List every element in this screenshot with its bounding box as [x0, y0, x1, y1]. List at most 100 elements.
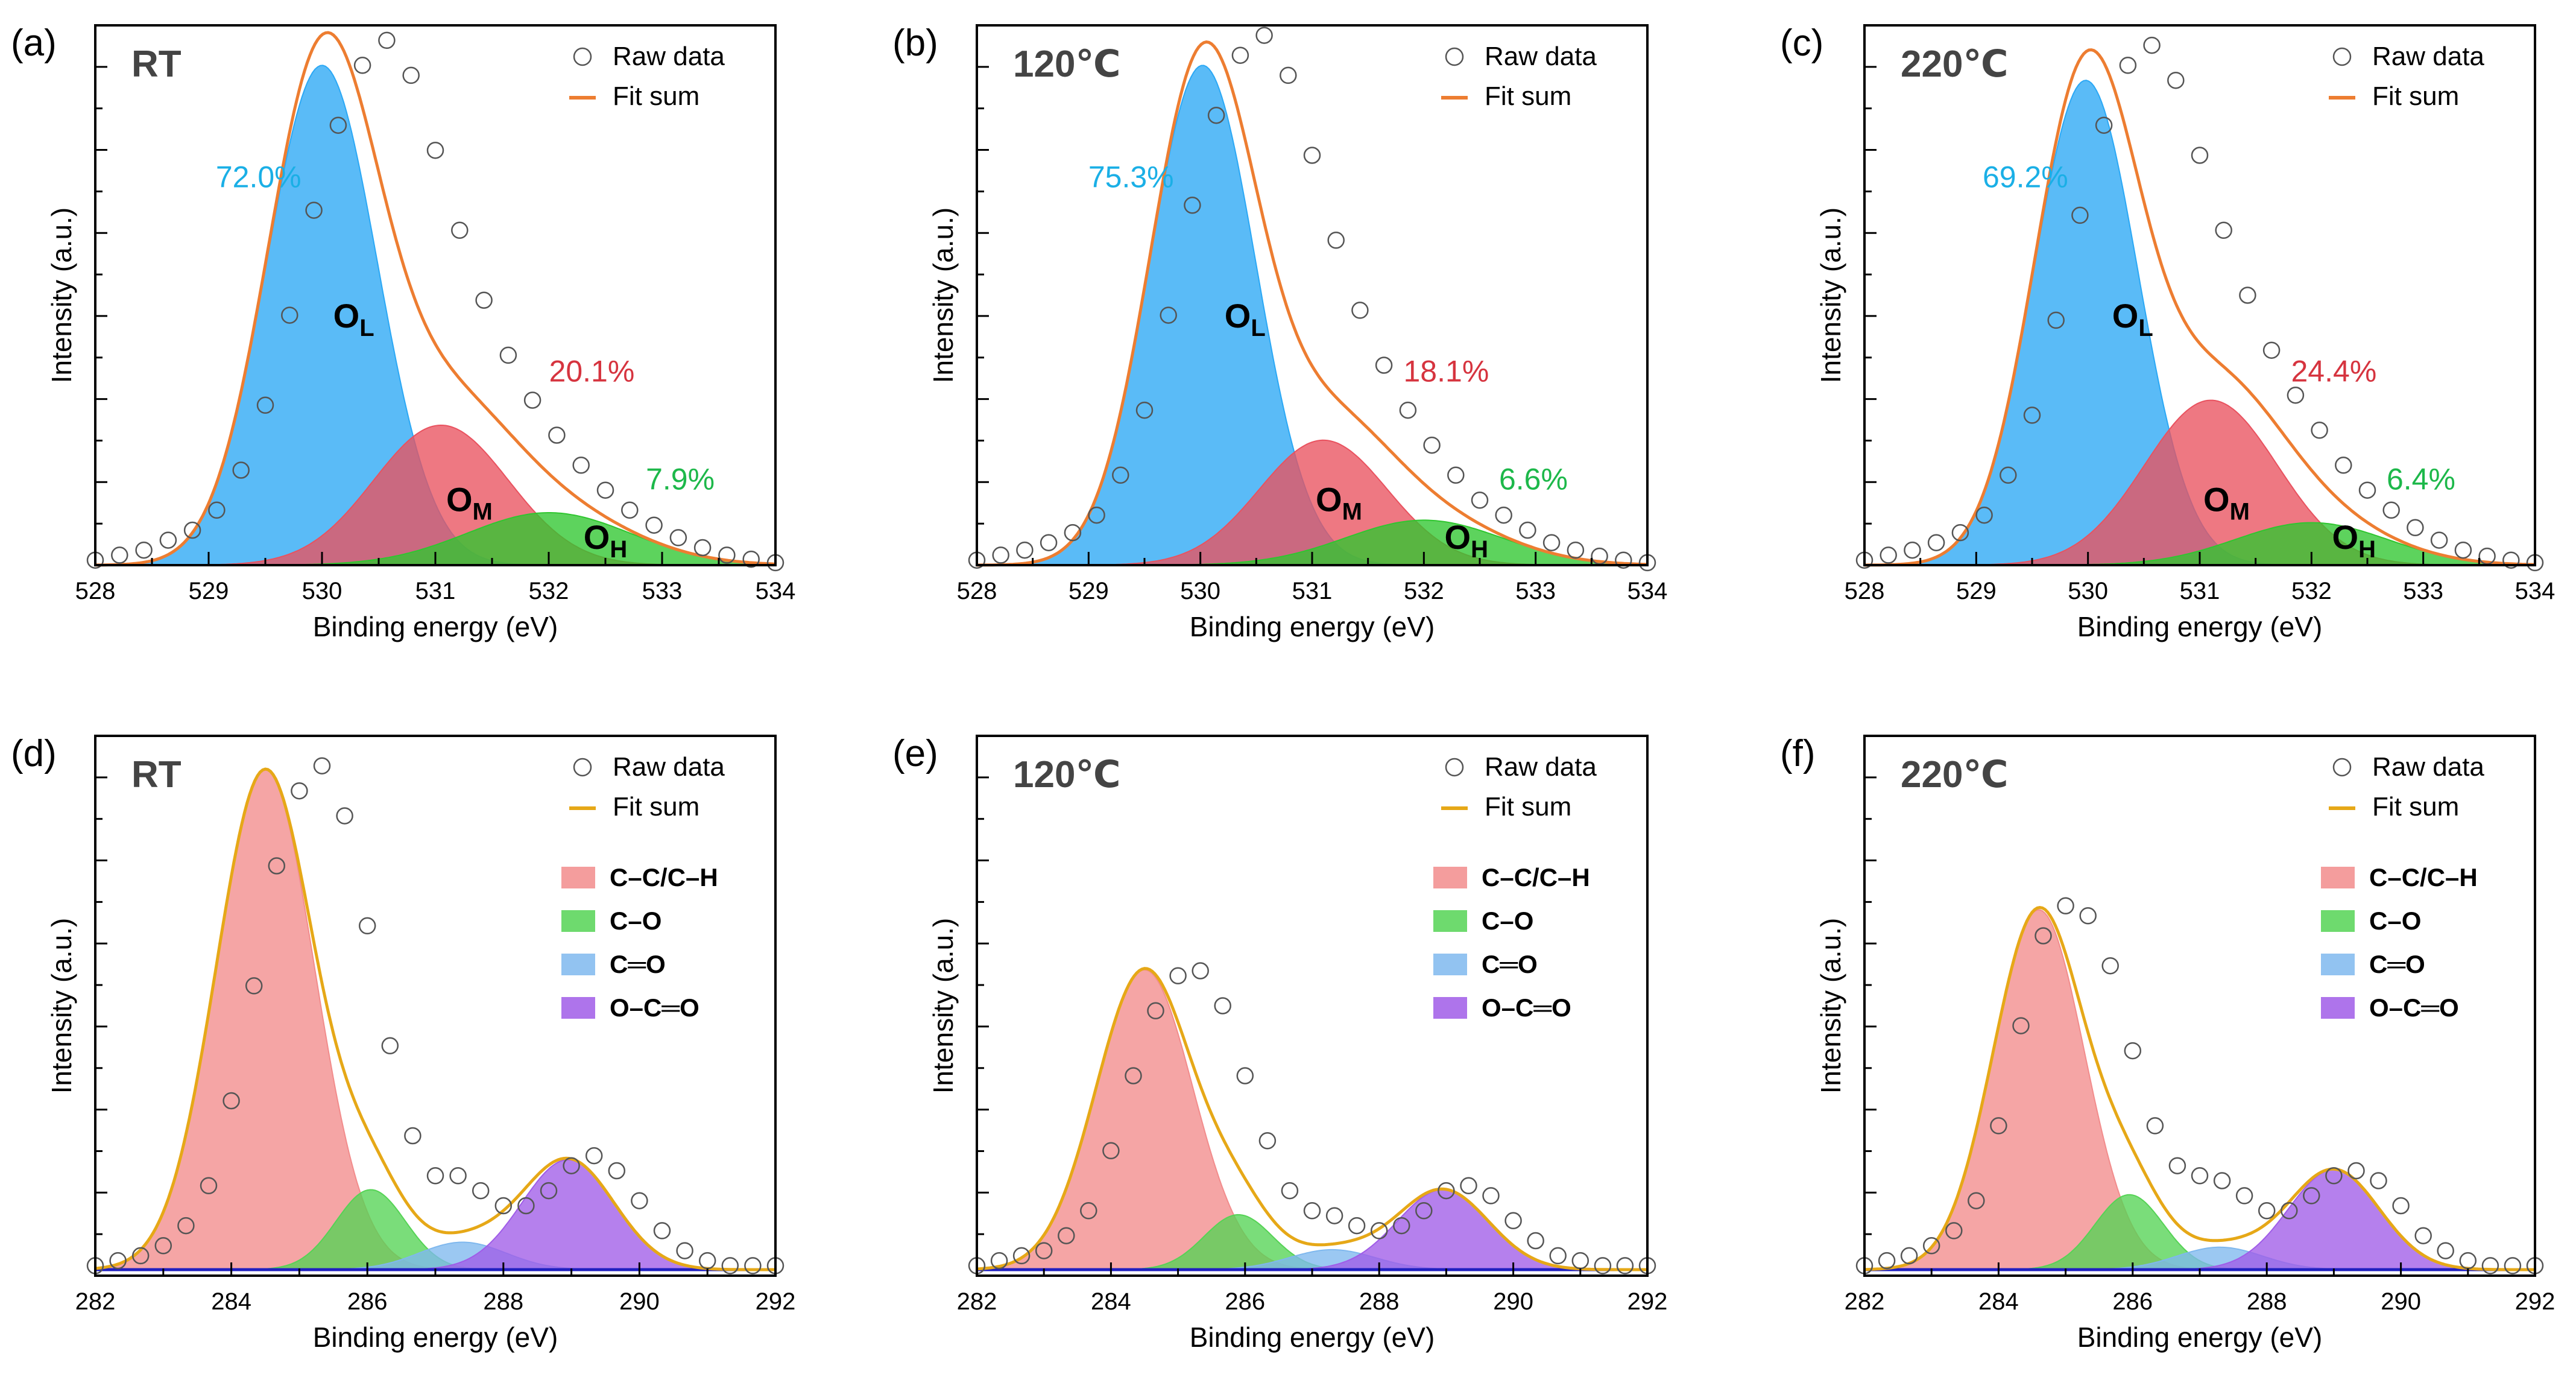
raw-data-point: [135, 541, 153, 559]
raw-data-point: [245, 977, 263, 995]
raw-data-point: [1460, 1177, 1477, 1195]
component-label-o-l: OL: [1225, 297, 1266, 341]
x-tick-label: 529: [1069, 578, 1109, 604]
fit-sum-line: [1864, 905, 2535, 1271]
component-percent: 72.0%: [216, 160, 301, 194]
legend-swatch: [1433, 997, 1467, 1019]
raw-data-point: [2504, 1257, 2522, 1274]
x-axis-title: Binding energy (eV): [313, 611, 558, 642]
x-tick-label: 528: [957, 578, 997, 604]
raw-data-point: [2167, 71, 2185, 89]
raw-data-point: [631, 1192, 648, 1209]
raw-data-point: [1482, 1187, 1500, 1205]
legend-raw-label: Raw data: [2372, 42, 2484, 71]
raw-data-point: [305, 201, 323, 219]
x-tick-label: 292: [1627, 1288, 1668, 1315]
raw-data-point: [1549, 1247, 1567, 1265]
panel-letter: (f): [1780, 733, 1816, 774]
legend-swatch: [561, 910, 595, 932]
raw-data-point: [1102, 1142, 1120, 1160]
legend-fit-label: Fit sum: [2372, 81, 2459, 111]
raw-data-point: [2262, 341, 2281, 359]
legend-swatch: [1433, 867, 1467, 888]
raw-data-point: [2071, 206, 2089, 224]
component-label-main: O: [1316, 481, 1342, 519]
legend-fit-label: Fit sum: [613, 81, 699, 111]
raw-data-point: [223, 1092, 240, 1110]
x-tick-label: 531: [1292, 578, 1333, 604]
raw-data-point: [669, 529, 687, 546]
raw-data-point: [200, 1177, 218, 1195]
panel-letter: (c): [1780, 22, 1823, 64]
legend-swatch: [561, 867, 595, 888]
raw-data-point: [232, 461, 250, 479]
component-label-sub: H: [2358, 536, 2376, 563]
component-label-main: O: [1225, 297, 1251, 335]
raw-data-point: [718, 546, 736, 564]
raw-data-point: [1399, 401, 1417, 419]
x-tick-label: 530: [1180, 578, 1220, 604]
raw-data-point: [2146, 1117, 2164, 1135]
raw-data-point: [381, 1037, 399, 1055]
component-label-main: O: [1445, 518, 1471, 556]
condition-label: 120℃: [1013, 754, 1121, 796]
raw-data-point: [2382, 501, 2400, 519]
legend-raw-label: Raw data: [1485, 752, 1597, 782]
x-tick-label: 530: [2068, 578, 2108, 604]
x-tick-label: 282: [957, 1288, 997, 1315]
y-axis-title: Intensity (a.u.): [46, 918, 77, 1094]
condition-label: 120℃: [1013, 43, 1121, 85]
x-tick-label: 529: [1956, 578, 1997, 604]
component-percent: 20.1%: [549, 355, 635, 388]
y-axis-title: Intensity (a.u.): [1815, 207, 1846, 383]
raw-data-point: [2311, 422, 2328, 439]
raw-data-point: [1207, 106, 1225, 124]
raw-data-point: [1280, 66, 1297, 84]
raw-data-point: [2281, 1202, 2298, 1220]
legend-component-label: C–O: [2369, 907, 2421, 935]
raw-data-point: [291, 782, 308, 800]
raw-data-point: [1281, 1182, 1299, 1200]
raw-data-point: [2124, 1042, 2142, 1060]
component-label-main: O: [333, 297, 360, 335]
x-tick-label: 282: [1845, 1288, 1885, 1315]
raw-data-point: [1303, 1202, 1321, 1220]
component-label-o-l: OL: [333, 297, 374, 341]
x-tick-label: 286: [2112, 1288, 2153, 1315]
y-axis-title: Intensity (a.u.): [927, 207, 959, 383]
legend-raw-marker: [1445, 758, 1464, 777]
raw-data-point: [1968, 1192, 1985, 1209]
raw-data-point: [499, 346, 517, 364]
raw-data-point: [2347, 1162, 2365, 1180]
legend-fit-label: Fit sum: [1485, 792, 1571, 822]
legend-raw-marker: [2332, 47, 2352, 66]
raw-data-point: [548, 426, 566, 444]
raw-data-point: [1169, 967, 1187, 985]
raw-data-point: [1080, 1202, 1097, 1220]
raw-data-point: [1325, 1207, 1343, 1224]
raw-data-point: [1423, 436, 1441, 454]
raw-data-point: [177, 1217, 195, 1235]
raw-data-point: [1900, 1247, 1918, 1265]
raw-data-point: [2481, 1257, 2499, 1274]
raw-data-point: [1519, 521, 1536, 539]
x-tick-label: 534: [2515, 578, 2555, 604]
raw-data-point: [358, 917, 376, 935]
component-percent: 7.9%: [646, 463, 715, 496]
fit-sum-line: [1864, 48, 2536, 567]
raw-data-point: [404, 1127, 421, 1145]
raw-data-point: [621, 501, 639, 519]
legend-component-label: C═O: [610, 950, 666, 978]
y-axis-title: Intensity (a.u.): [1815, 918, 1846, 1094]
raw-data-point: [1370, 1222, 1388, 1239]
raw-data-point: [1125, 1067, 1142, 1084]
x-tick-label: 528: [1845, 578, 1885, 604]
raw-data-point: [1927, 534, 1945, 551]
raw-data-point: [2414, 1227, 2432, 1244]
legend-swatch: [561, 997, 595, 1019]
x-tick-label: 528: [75, 578, 116, 604]
raw-data-point: [1567, 541, 1585, 559]
x-tick-label: 284: [211, 1288, 251, 1315]
x-axis-title: Binding energy (eV): [1190, 611, 1435, 642]
